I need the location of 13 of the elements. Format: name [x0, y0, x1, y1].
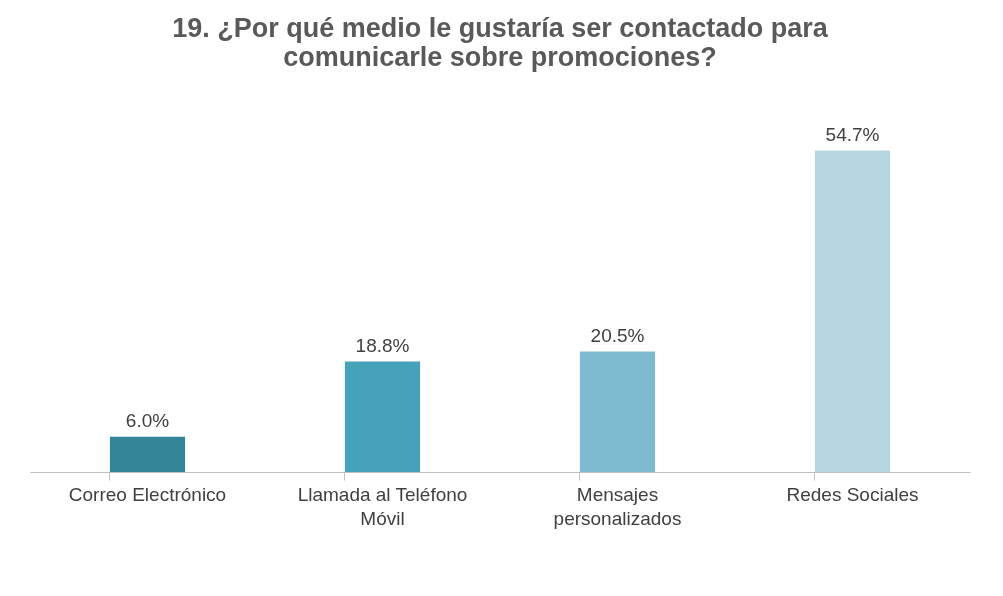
data-label: 54.7%	[825, 123, 880, 145]
x-tick-label: Correo Electrónico	[68, 484, 227, 505]
x-tick-label: Llamada al Teléfono Móvil	[297, 484, 468, 529]
bar	[109, 436, 186, 472]
data-label: 6.0%	[125, 409, 170, 431]
x-tick-label: Redes Sociales	[786, 484, 919, 505]
data-label: 18.8%	[355, 334, 410, 356]
bar	[344, 361, 421, 472]
x-tick-label: Mensajes personalizados	[553, 484, 682, 529]
bar	[814, 150, 891, 472]
data-label: 20.5%	[590, 324, 645, 346]
bar	[579, 351, 656, 472]
chart-title: 19. ¿Por qué medio le gustaría ser contactado para comunicarle sobre promociones?	[172, 13, 829, 72]
